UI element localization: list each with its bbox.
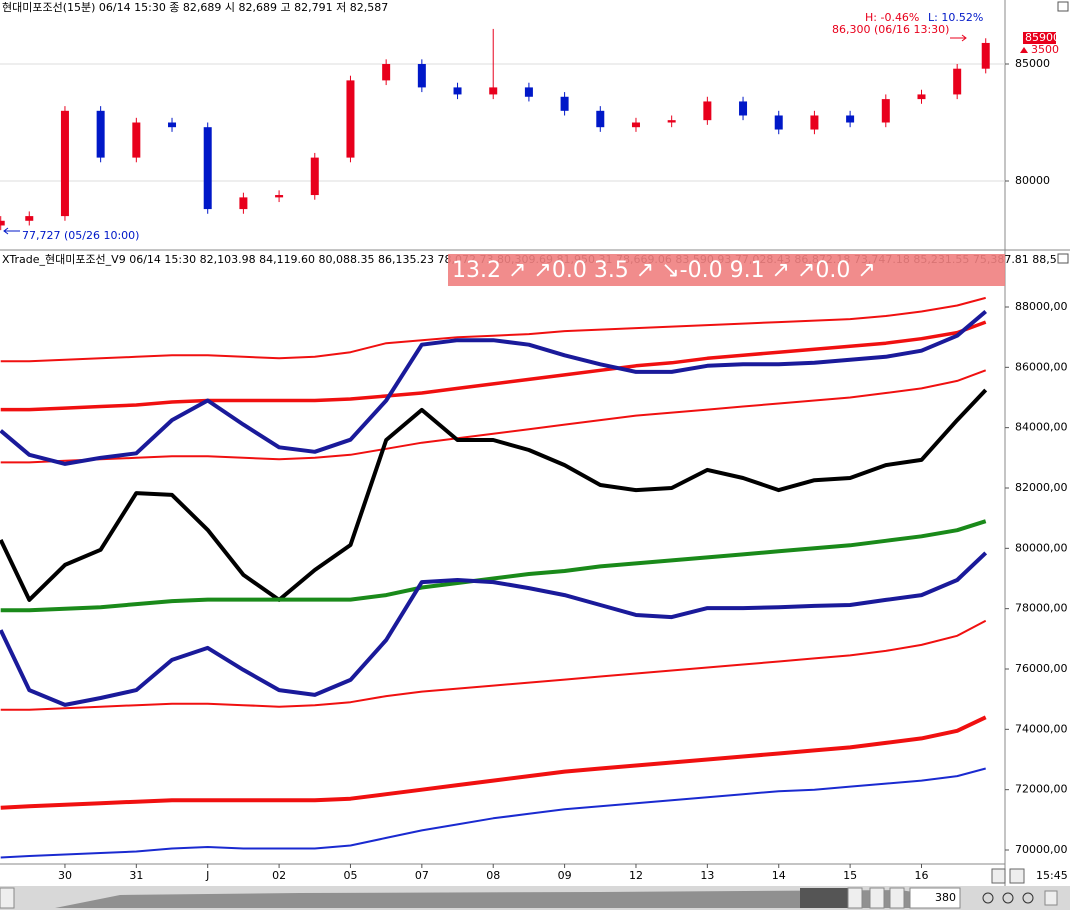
x-tick-label: 13 [700, 869, 714, 882]
tool-icon[interactable] [1022, 892, 1034, 904]
candle-body [275, 195, 284, 198]
candle-body [917, 94, 926, 100]
zoom-in[interactable] [889, 887, 905, 909]
candle-body [25, 216, 34, 221]
low-arrow [3, 227, 20, 235]
candle-body [96, 110, 105, 158]
x-tick-label: 30 [58, 869, 72, 882]
indicator-line [0, 715, 987, 810]
y-tick-label: 70000,00 [1015, 843, 1068, 856]
x-tick-label: 05 [343, 869, 357, 882]
indicator-line [0, 519, 987, 613]
candle-body [0, 220, 5, 226]
high-marker: 86,300 (06/16 13:30) [832, 23, 949, 36]
y-tick-label: 80000 [1015, 174, 1050, 187]
time-label: 15:45 [1036, 869, 1068, 882]
last-price: 85900 [1025, 31, 1060, 44]
indicator-line [0, 767, 986, 859]
candle-body [560, 96, 569, 111]
indicator-line [0, 369, 987, 464]
low-marker: 77,727 (05/26 10:00) [22, 229, 139, 242]
scroll-overview [55, 890, 940, 908]
candle-body [846, 115, 855, 123]
last-price-box [1023, 32, 1056, 44]
x-tick-label: 15 [843, 869, 857, 882]
x-tick-label: 02 [272, 869, 286, 882]
candle-body [881, 99, 890, 123]
tool-button[interactable] [991, 868, 1006, 884]
candle-body [382, 64, 391, 81]
x-tick-label: 31 [129, 869, 143, 882]
indicator-line [0, 388, 988, 602]
y-tick-label: 88000,00 [1015, 300, 1068, 313]
candle-body [417, 64, 426, 88]
y-tick-label: 84000,00 [1015, 421, 1068, 434]
x-tick-label: 16 [914, 869, 928, 882]
y-tick-label: 85000 [1015, 57, 1050, 70]
candle-body [60, 110, 69, 217]
up-triangle [1020, 47, 1028, 53]
indicator-line [0, 309, 987, 466]
tool-button[interactable] [1009, 868, 1025, 884]
indicator-line [0, 296, 986, 363]
panel-button[interactable] [1057, 253, 1069, 264]
x-tick-label: 09 [558, 869, 572, 882]
badge-text: 13.2 ↗ ↗0.0 3.5 ↗ ↘-0.0 9.1 ↗ ↗0.0 ↗ [452, 258, 876, 283]
zoom-out[interactable] [869, 887, 885, 909]
y-tick-label: 82000,00 [1015, 481, 1068, 494]
y-tick-label: 86000,00 [1015, 360, 1068, 373]
candle-body [810, 115, 819, 130]
indicator-line [0, 320, 987, 412]
indicator-line [0, 619, 987, 711]
candle-body [739, 101, 748, 116]
count-box[interactable] [909, 887, 961, 909]
candle-body [489, 87, 498, 95]
candle-body [168, 122, 177, 128]
tool-icon[interactable] [1044, 890, 1058, 906]
scroll-thumb[interactable] [800, 888, 848, 908]
price-title: 현대미포조선(15분) 06/14 15:30 종 82,689 시 82,68… [2, 1, 388, 14]
x-tick-label: 12 [629, 869, 643, 882]
candle-body [774, 115, 783, 130]
panel-button[interactable] [1057, 1, 1069, 12]
high-pct: H: -0.46% [865, 11, 919, 24]
candle-body [346, 80, 355, 158]
x-tick-label: 07 [415, 869, 429, 882]
candle-body [203, 127, 212, 210]
candle-body [631, 122, 640, 128]
candle-body [453, 87, 462, 95]
y-tick-label: 72000,00 [1015, 783, 1068, 796]
high-arrow [950, 34, 967, 42]
x-tick-label: 08 [486, 869, 500, 882]
y-tick-label: 78000,00 [1015, 602, 1068, 615]
candle-body [524, 87, 533, 97]
change: 3500 [1031, 43, 1059, 56]
scroll-left[interactable] [0, 887, 15, 909]
candle-body [132, 122, 141, 158]
x-tick-label: J [205, 869, 209, 882]
tool-icon[interactable] [982, 892, 994, 904]
candle-body [310, 157, 319, 196]
scroll-right[interactable] [847, 887, 863, 909]
low-pct: L: 10.52% [928, 11, 983, 24]
candle-body [953, 68, 962, 95]
y-tick-label: 74000,00 [1015, 722, 1068, 735]
candle-body [981, 42, 990, 69]
candle-body [596, 110, 605, 128]
count[interactable]: 380 [935, 891, 956, 904]
candle-body [239, 197, 248, 210]
y-tick-label: 80000,00 [1015, 541, 1068, 554]
indicator-line [0, 551, 988, 707]
y-tick-label: 76000,00 [1015, 662, 1068, 675]
candle-body [703, 101, 712, 121]
candle-body [667, 120, 676, 123]
x-tick-label: 14 [772, 869, 786, 882]
tool-icon[interactable] [1002, 892, 1014, 904]
badge-box [448, 254, 1005, 286]
